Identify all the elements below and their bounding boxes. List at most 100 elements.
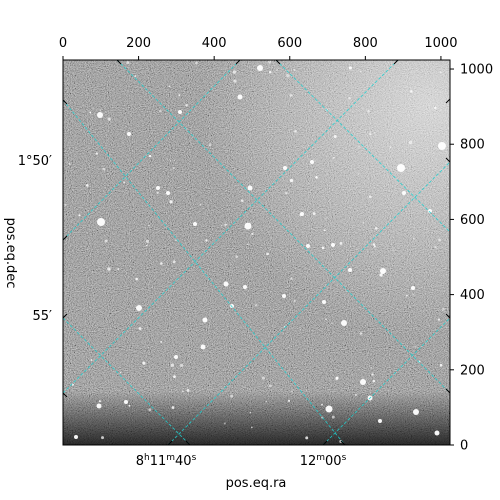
star xyxy=(247,185,253,191)
faint-star xyxy=(186,388,190,392)
faint-star xyxy=(99,109,102,112)
faint-star xyxy=(276,69,279,71)
faint-star xyxy=(374,227,378,230)
star xyxy=(341,320,347,326)
faint-star xyxy=(134,75,137,78)
faint-star xyxy=(289,94,293,97)
star xyxy=(378,419,382,423)
faint-star xyxy=(290,390,293,392)
faint-star xyxy=(372,379,376,383)
right-tick-label: 800 xyxy=(460,138,485,153)
faint-star xyxy=(119,371,122,374)
faint-star xyxy=(413,238,415,240)
faint-star xyxy=(266,252,270,256)
faint-star xyxy=(389,146,392,149)
faint-star xyxy=(379,273,383,277)
star xyxy=(174,355,178,359)
sky-image xyxy=(63,60,450,445)
star xyxy=(438,142,446,150)
faint-star xyxy=(289,178,294,183)
faint-star xyxy=(325,217,327,220)
faint-star xyxy=(406,294,408,297)
faint-star xyxy=(268,384,272,388)
star xyxy=(434,430,440,436)
faint-star xyxy=(442,308,445,311)
star xyxy=(136,305,142,311)
faint-star xyxy=(179,363,184,368)
star xyxy=(74,435,78,439)
faint-star xyxy=(299,328,301,330)
faint-star xyxy=(148,224,150,227)
star xyxy=(360,379,366,385)
faint-star xyxy=(107,267,111,271)
star xyxy=(124,400,128,404)
faint-star xyxy=(172,166,175,170)
top-tick-label: 0 xyxy=(59,36,67,51)
y-axis-label: pos.eq.dec xyxy=(3,218,18,289)
faint-star xyxy=(372,243,376,246)
star xyxy=(97,218,105,226)
star xyxy=(202,317,208,323)
faint-star xyxy=(305,436,309,440)
star xyxy=(411,286,415,290)
plot-frame xyxy=(62,59,451,446)
faint-star xyxy=(290,277,293,281)
faint-star xyxy=(146,239,150,243)
faint-star xyxy=(169,200,173,204)
faint-star xyxy=(339,241,343,245)
ra-tick-label-1: 8h11m40s xyxy=(136,453,197,469)
faint-star xyxy=(249,412,251,414)
faint-star xyxy=(185,103,188,107)
right-tick-label: 400 xyxy=(460,288,485,303)
faint-star xyxy=(148,408,152,412)
faint-star xyxy=(362,222,364,224)
star-field xyxy=(64,60,446,443)
faint-star xyxy=(182,390,184,393)
faint-star xyxy=(170,363,175,367)
faint-star xyxy=(173,375,176,379)
faint-star xyxy=(434,246,437,249)
faint-star xyxy=(107,117,111,121)
faint-star xyxy=(414,346,416,348)
right-tick-label: 200 xyxy=(460,363,485,378)
star xyxy=(127,132,131,136)
faint-star xyxy=(235,255,238,259)
faint-star xyxy=(360,71,362,73)
star xyxy=(348,268,352,272)
right-tick-label: 0 xyxy=(460,439,468,454)
faint-star xyxy=(135,277,138,281)
faint-star xyxy=(145,244,148,247)
faint-star xyxy=(205,239,208,242)
star xyxy=(178,110,182,114)
faint-star xyxy=(373,132,376,134)
faint-star xyxy=(438,238,441,242)
faint-star xyxy=(254,303,258,307)
faint-star xyxy=(323,229,326,232)
grid-line xyxy=(275,60,450,233)
faint-star xyxy=(168,85,171,87)
star xyxy=(282,294,286,298)
top-pixel-axis: 0 200 400 600 800 1000 xyxy=(59,36,457,60)
faint-star xyxy=(287,399,291,402)
grid-line xyxy=(63,60,399,394)
faint-star xyxy=(294,130,297,133)
star xyxy=(283,166,287,170)
faint-star xyxy=(160,262,163,265)
faint-star xyxy=(223,422,226,425)
dec-tick-label-2: 55′ xyxy=(33,309,53,324)
faint-star xyxy=(371,373,374,376)
star xyxy=(402,191,406,195)
star xyxy=(243,285,247,289)
world-tick-marks xyxy=(62,59,451,446)
faint-star xyxy=(357,173,360,175)
top-tick-label: 1000 xyxy=(424,36,457,51)
right-tick-label: 600 xyxy=(460,213,485,228)
faint-star xyxy=(315,176,318,179)
grid-line xyxy=(167,161,450,445)
faint-star xyxy=(285,192,288,195)
faint-star xyxy=(413,294,415,296)
star xyxy=(97,112,103,118)
star xyxy=(322,300,326,304)
faint-star xyxy=(268,60,272,64)
